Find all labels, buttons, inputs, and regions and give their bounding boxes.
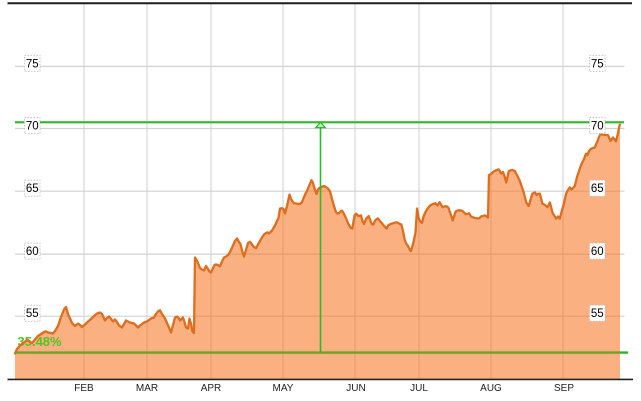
svg-text:AUG: AUG [480,383,502,394]
svg-text:MAR: MAR [136,383,158,394]
svg-text:JUL: JUL [410,383,428,394]
svg-text:JUN: JUN [346,383,365,394]
svg-text:75: 75 [26,58,39,70]
svg-text:70: 70 [591,121,604,133]
svg-text:35.48%: 35.48% [18,334,63,349]
svg-text:55: 55 [591,308,604,320]
svg-text:APR: APR [201,383,222,394]
svg-text:65: 65 [26,183,39,195]
svg-text:FEB: FEB [74,383,94,394]
svg-text:SEP: SEP [554,383,574,394]
svg-text:60: 60 [26,246,39,258]
svg-text:60: 60 [591,246,604,258]
svg-text:MAY: MAY [273,383,294,394]
svg-text:65: 65 [591,183,604,195]
svg-text:75: 75 [591,58,604,70]
svg-text:55: 55 [26,308,39,320]
svg-text:70: 70 [26,121,39,133]
